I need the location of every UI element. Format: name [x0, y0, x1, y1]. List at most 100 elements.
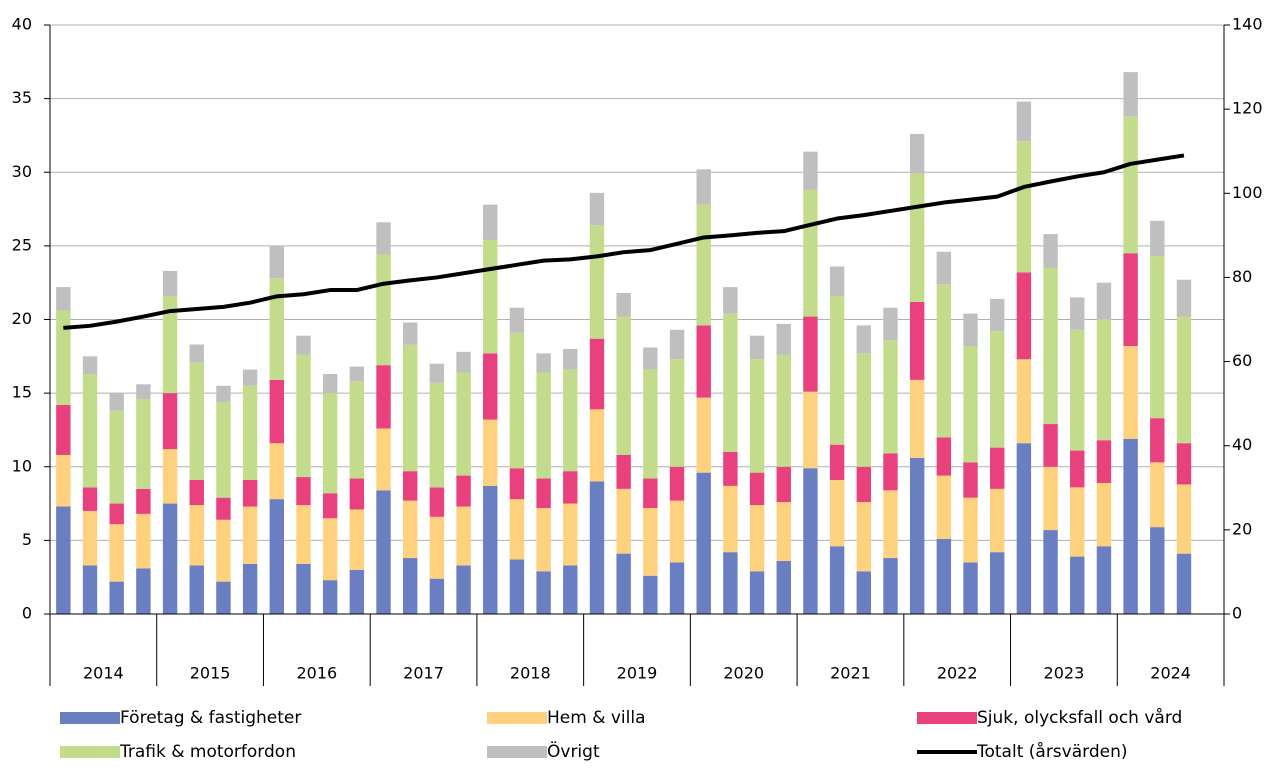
bar-segment — [1123, 438, 1138, 614]
bar-segment — [136, 399, 151, 489]
bar-segment — [349, 478, 365, 510]
bar-segment — [242, 506, 258, 564]
bar-segment — [829, 546, 845, 614]
bar-segment — [189, 362, 204, 481]
bar-segment — [349, 366, 365, 382]
bar-segment — [509, 559, 525, 614]
bar-segment — [909, 457, 925, 614]
bar-segment — [990, 488, 1005, 553]
line — [63, 153, 1185, 330]
bar-segment — [216, 581, 231, 614]
bar-segment — [456, 372, 471, 476]
y2-tick-label: 140 — [1232, 15, 1263, 34]
y-tick-label: 15 — [12, 383, 32, 402]
bar-segment — [1176, 316, 1192, 444]
bar-segment — [509, 468, 525, 500]
bar-segment — [376, 254, 391, 366]
bar-segment — [322, 393, 338, 494]
bar-segment — [1096, 482, 1112, 547]
bar-segment — [1150, 418, 1165, 463]
bar-segment — [403, 558, 418, 614]
bar-segment — [1150, 462, 1165, 528]
bar-segment — [856, 466, 871, 503]
bar-segment — [1043, 466, 1058, 531]
bar-segment — [109, 410, 124, 504]
bar-segment — [563, 503, 578, 566]
bar-segment — [296, 505, 311, 564]
bar-segment — [1096, 546, 1112, 614]
bar-segment — [1176, 443, 1192, 485]
bar-segment — [296, 335, 311, 355]
bar-segment — [696, 397, 711, 473]
bar-segment — [109, 503, 124, 525]
bar-segment — [563, 348, 578, 370]
bar-segment — [856, 502, 871, 572]
bar-segment — [616, 454, 631, 489]
bar-segment — [82, 373, 98, 488]
x-group-label: 2017 — [403, 664, 444, 683]
bar-segment — [616, 553, 631, 614]
bar-segment — [322, 580, 338, 614]
x-group-label: 2024 — [1150, 664, 1191, 683]
bar-segment — [1016, 443, 1032, 614]
bar-segment — [1096, 282, 1112, 320]
bar-segment — [936, 284, 952, 438]
bar-segment — [803, 391, 818, 469]
bar-segment — [936, 538, 952, 614]
bar-segment — [963, 313, 978, 347]
bar-segment — [56, 310, 71, 405]
bar-segment — [109, 581, 124, 614]
bar-segment — [563, 565, 578, 614]
bar-segment — [909, 301, 925, 380]
bar-segment — [536, 372, 551, 479]
bar-segment — [909, 173, 925, 302]
bar-segment — [1070, 487, 1085, 557]
y2-tick-label: 40 — [1232, 435, 1252, 454]
bar-segment — [509, 499, 525, 560]
bar-segment — [936, 437, 952, 476]
bar-segment — [829, 295, 845, 445]
bar-segment — [483, 204, 498, 240]
bar-segment — [322, 493, 338, 519]
bar-segment — [616, 316, 631, 455]
bar-segment — [883, 340, 898, 454]
bar-segment — [776, 560, 791, 614]
bar-segment — [749, 472, 765, 506]
bar-segment — [429, 382, 445, 488]
bar-segment — [242, 563, 258, 614]
bar-segment — [376, 428, 391, 491]
bar-segment — [403, 322, 418, 345]
bar-segment — [616, 488, 631, 554]
bar-segment — [536, 478, 551, 508]
bar-segment — [856, 325, 871, 354]
bar-segment — [1096, 319, 1112, 441]
x-group-label: 2022 — [937, 664, 978, 683]
bar-segment — [349, 509, 365, 570]
bar-segment — [963, 497, 978, 563]
bar-segment — [56, 506, 71, 614]
bar-segment — [643, 507, 658, 576]
bar-segment — [429, 516, 445, 579]
bar-segment — [723, 452, 738, 486]
y-tick-label: 40 — [12, 15, 32, 34]
bar-segment — [669, 466, 685, 501]
bar-segment — [456, 565, 471, 614]
bar-segment — [483, 485, 498, 614]
bar-segment — [1123, 72, 1138, 117]
bar-segment — [1043, 234, 1058, 268]
legend-swatch — [487, 712, 547, 724]
x-group-label: 2015 — [190, 664, 231, 683]
bar-segment — [883, 558, 898, 614]
bar-segment — [936, 475, 952, 539]
bar-segment — [589, 481, 605, 614]
bar-segment — [136, 568, 151, 614]
bar-segment — [216, 401, 231, 498]
bar-segment — [82, 487, 98, 511]
bar-segment — [990, 447, 1005, 489]
bar-segment — [403, 500, 418, 559]
bar-segment — [483, 239, 498, 354]
bar-segment — [296, 477, 311, 506]
bar-segment — [162, 449, 178, 504]
bar-segment — [1070, 450, 1085, 488]
x-group-label: 2021 — [830, 664, 871, 683]
